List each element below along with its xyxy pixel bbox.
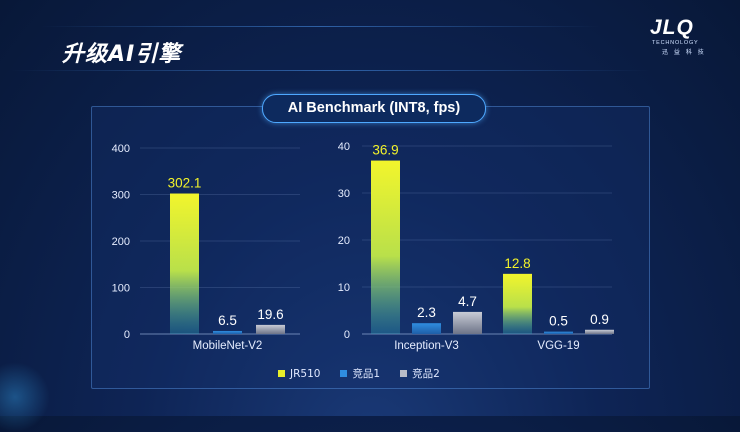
legend-label-competitor1: 竞品1 bbox=[352, 368, 381, 380]
bar-jr510-1-1 bbox=[503, 273, 532, 334]
bar-competitor2-1-1 bbox=[585, 329, 614, 334]
logo-cn-text: 迅 益 科 技 bbox=[662, 49, 706, 56]
bar-jr510-0-0 bbox=[170, 193, 199, 334]
y-tick-label-0-4: 400 bbox=[112, 143, 130, 155]
legend-item-jr510: JR510 bbox=[278, 366, 320, 381]
y-tick-label-1-3: 30 bbox=[338, 188, 350, 200]
decor-line-top bbox=[40, 26, 600, 27]
data-label-competitor1-0-0: 6.5 bbox=[218, 313, 237, 328]
decor-line-mid bbox=[10, 70, 650, 71]
bar-competitor1-1-1 bbox=[544, 331, 573, 334]
slide-title: 升级AI引擎 bbox=[62, 42, 182, 67]
category-label-0-0: MobileNet-V2 bbox=[193, 340, 263, 352]
data-label-jr510-1-1: 12.8 bbox=[504, 256, 530, 271]
bar-competitor2-0-0 bbox=[256, 324, 285, 334]
company-logo: JLQ TECHNOLOGY 迅 益 科 技 bbox=[648, 16, 716, 56]
data-label-competitor1-1-0: 2.3 bbox=[417, 305, 436, 320]
category-label-1-0: Inception-V3 bbox=[394, 340, 459, 352]
legend-swatch-competitor1 bbox=[340, 370, 348, 377]
legend-swatch-competitor2 bbox=[400, 370, 408, 377]
logo-sub-text: TECHNOLOGY bbox=[652, 40, 699, 46]
legend-label-jr510: JR510 bbox=[290, 367, 321, 380]
data-label-competitor2-1-0: 4.7 bbox=[458, 294, 477, 309]
legend-swatch-jr510 bbox=[278, 370, 285, 377]
data-label-competitor2-1-1: 0.9 bbox=[590, 312, 609, 327]
legend-label-competitor2: 竞品2 bbox=[412, 368, 440, 380]
data-label-jr510-1-0: 36.9 bbox=[372, 143, 398, 158]
bar-competitor1-1-0 bbox=[412, 323, 441, 334]
bar-jr510-1-0 bbox=[371, 160, 400, 334]
y-tick-label-0-3: 300 bbox=[112, 190, 130, 202]
chart-legend: JR510 竞品1 竞品2 bbox=[278, 366, 440, 381]
y-tick-label-0-1: 100 bbox=[112, 283, 130, 295]
chart-canvas: 0 100 200 300 400 302.1 6.5 19.6 MobileNet-V2 0 10… bbox=[112, 141, 614, 352]
legend-item-competitor2: 竞品2 bbox=[400, 366, 440, 381]
y-tick-label-0-0: 0 bbox=[124, 329, 130, 341]
data-label-jr510-0-0: 302.1 bbox=[168, 176, 202, 191]
bar-competitor2-1-0 bbox=[453, 311, 482, 334]
category-label-1-1: VGG-19 bbox=[537, 340, 579, 352]
logo-main-text: JLQ bbox=[650, 16, 694, 39]
data-label-competitor1-1-1: 0.5 bbox=[549, 314, 568, 329]
y-tick-label-1-2: 20 bbox=[338, 235, 350, 247]
y-tick-label-1-0: 0 bbox=[344, 329, 350, 341]
bar-competitor1-0-0 bbox=[213, 330, 242, 334]
y-tick-label-1-4: 40 bbox=[338, 141, 350, 153]
legend-item-competitor1: 竞品1 bbox=[340, 366, 380, 381]
y-tick-label-0-2: 200 bbox=[112, 236, 130, 248]
chart-title: AI Benchmark (INT8, fps) bbox=[262, 94, 486, 123]
data-label-competitor2-0-0: 19.6 bbox=[257, 307, 283, 322]
y-tick-label-1-1: 10 bbox=[338, 282, 350, 294]
